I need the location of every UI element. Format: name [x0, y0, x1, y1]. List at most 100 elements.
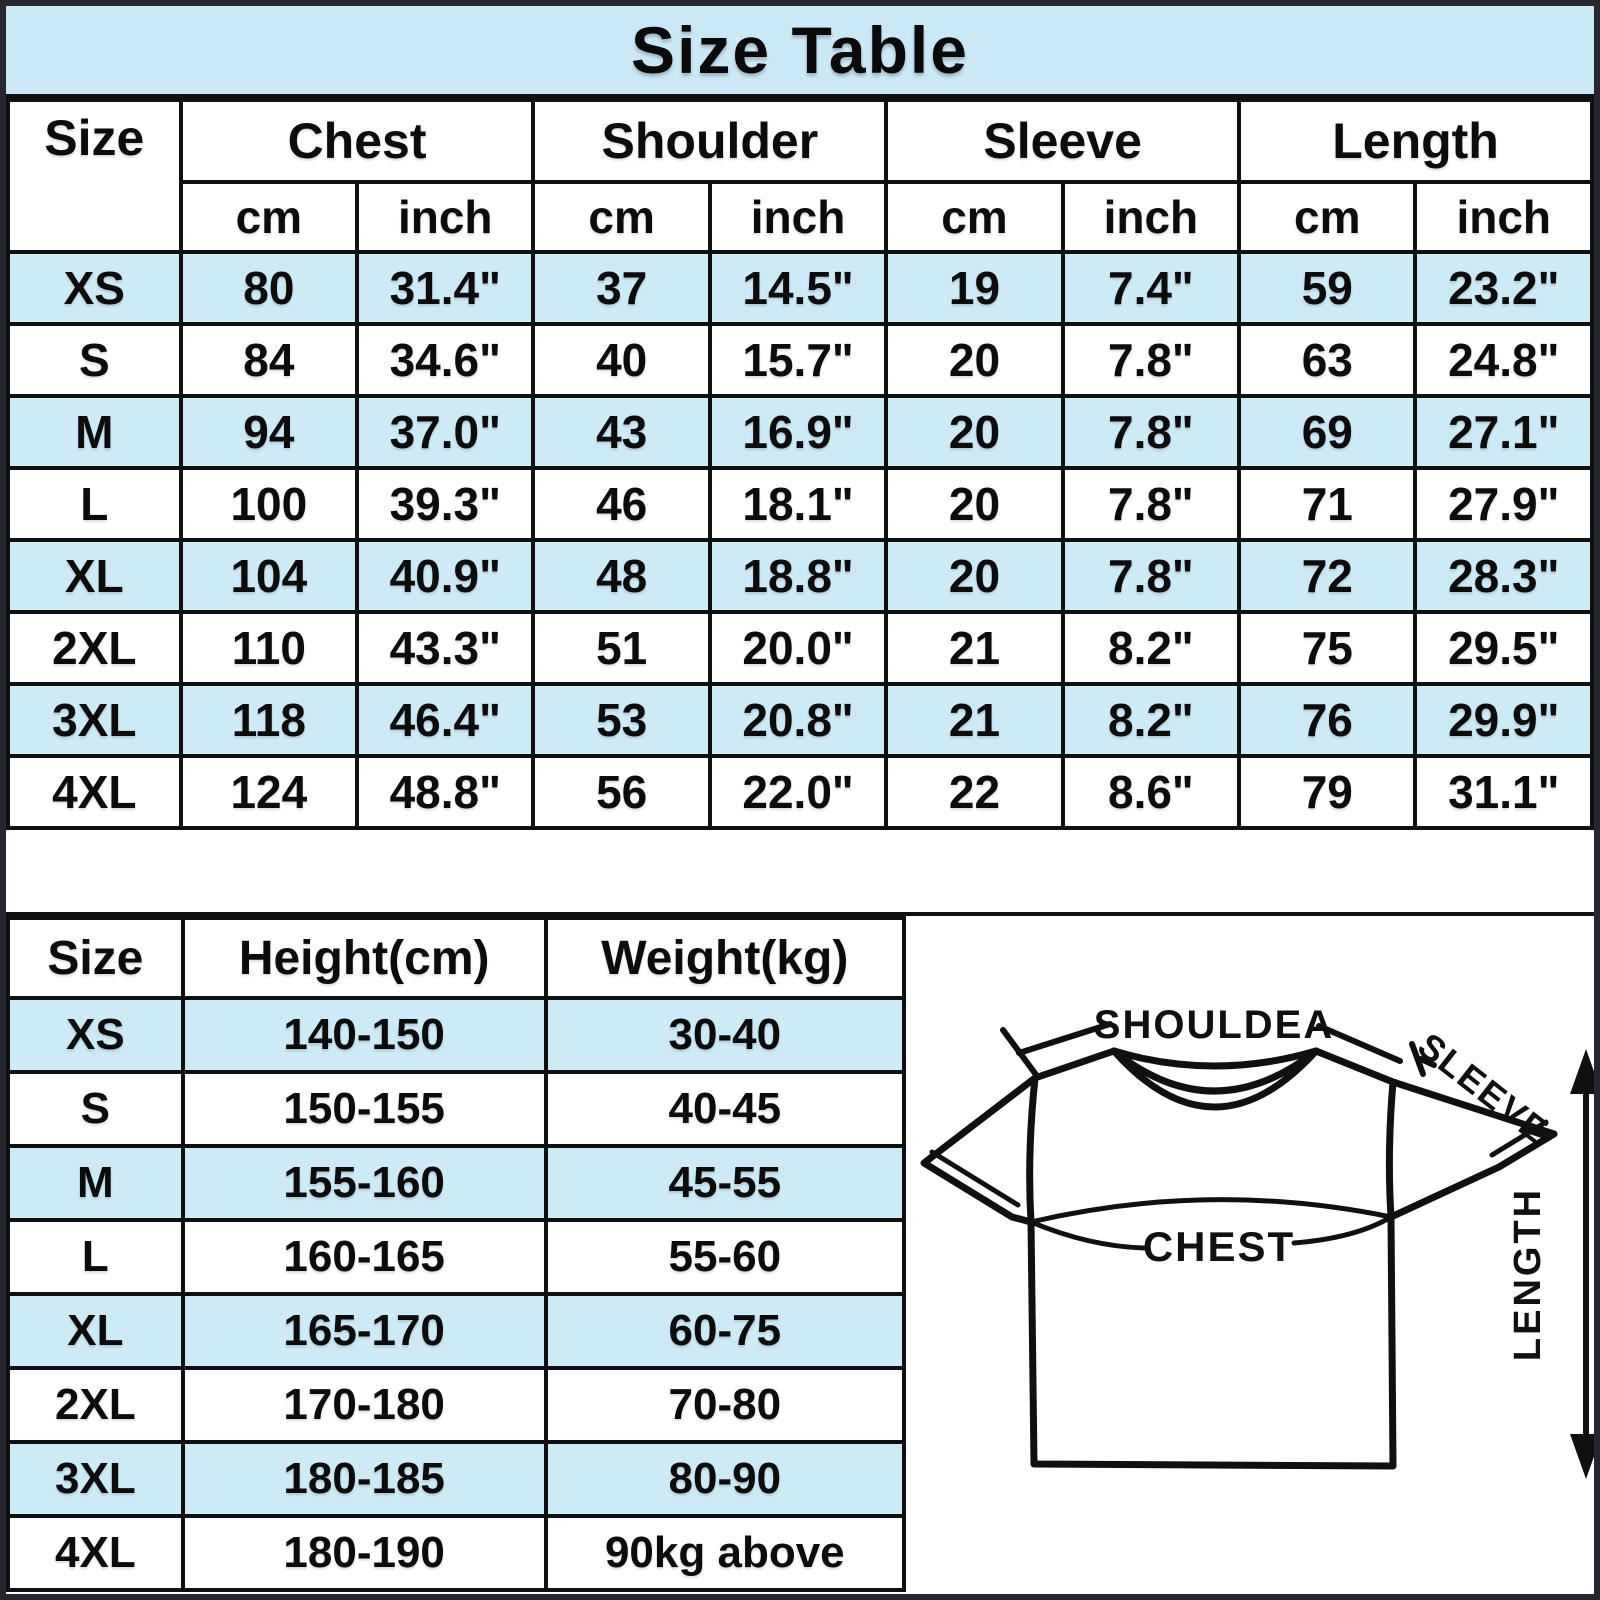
table-row: M 94 37.0" 43 16.9" 20 7.8" 69 27.1"	[6, 394, 1594, 470]
value-cell: 40	[531, 322, 712, 398]
size-label-cell: S	[6, 322, 183, 398]
size-label-cell: 4XL	[6, 1514, 185, 1592]
value-cell: 55-60	[543, 1218, 907, 1296]
value-cell: 37.0"	[355, 394, 536, 470]
size-measurement-table: Size Chest Shoulder Sleeve Length cm inch…	[6, 98, 1594, 830]
value-cell: 18.1"	[707, 466, 889, 542]
value-cell: 46	[531, 466, 712, 542]
height-weight-table-wrap: Size Height(cm) Weight(kg) XS 140-150 30-4…	[6, 916, 907, 1592]
value-cell: 31.4"	[355, 250, 536, 326]
value-cell: 72	[1237, 538, 1418, 614]
value-cell: 20.0"	[707, 610, 889, 686]
value-cell: 34.6"	[355, 322, 536, 398]
unit-header: inch	[1413, 180, 1594, 254]
chest-label: CHEST	[1143, 1223, 1295, 1270]
table-row: 3XL 118 46.4" 53 20.8" 21 8.2" 76 29.9"	[6, 682, 1594, 758]
value-cell: 84	[178, 322, 360, 398]
value-cell: 23.2"	[1413, 250, 1594, 326]
table-row: L 160-165 55-60	[6, 1218, 907, 1296]
column-header-chest: Chest	[178, 98, 536, 184]
value-cell: 45-55	[543, 1144, 907, 1222]
value-cell: 19	[884, 250, 1065, 326]
table-row: S 150-155 40-45	[6, 1070, 907, 1148]
table-row: 2XL 110 43.3" 51 20.0" 21 8.2" 75 29.5"	[6, 610, 1594, 686]
value-cell: 140-150	[180, 996, 548, 1074]
column-header-height: Height(cm)	[180, 916, 548, 1000]
measurement-lines	[1000, 1021, 1589, 1443]
value-cell: 39.3"	[355, 466, 536, 542]
value-cell: 60-75	[543, 1292, 907, 1370]
table-row: 3XL 180-185 80-90	[6, 1440, 907, 1518]
value-cell: 59	[1237, 250, 1418, 326]
value-cell: 16.9"	[707, 394, 889, 470]
table-row: XS 140-150 30-40	[6, 996, 907, 1074]
unit-header: inch	[707, 180, 889, 254]
value-cell: 15.7"	[707, 322, 889, 398]
value-cell: 53	[531, 682, 712, 758]
value-cell: 7.4"	[1060, 250, 1242, 326]
size-label-cell: M	[6, 1144, 185, 1222]
length-label: LENGTH	[1507, 1187, 1549, 1361]
height-weight-table: Size Height(cm) Weight(kg) XS 140-150 30-4…	[6, 916, 907, 1592]
value-cell: 20.8"	[707, 682, 889, 758]
value-cell: 70-80	[543, 1366, 907, 1444]
value-cell: 14.5"	[707, 250, 889, 326]
value-cell: 29.5"	[1413, 610, 1594, 686]
table-row: XL 104 40.9" 48 18.8" 20 7.8" 72 28.3"	[6, 538, 1594, 614]
unit-header: cm	[884, 180, 1065, 254]
value-cell: 46.4"	[355, 682, 536, 758]
value-cell: 71	[1237, 466, 1418, 542]
size-label-cell: S	[6, 1070, 185, 1148]
value-cell: 76	[1237, 682, 1418, 758]
value-cell: 31.1"	[1413, 754, 1594, 830]
value-cell: 48.8"	[355, 754, 536, 830]
table-row: S 84 34.6" 40 15.7" 20 7.8" 63 24.8"	[6, 322, 1594, 398]
size-label-cell: 2XL	[6, 610, 183, 686]
title-banner: Size Table	[6, 6, 1594, 98]
value-cell: 29.9"	[1413, 682, 1594, 758]
unit-header: inch	[355, 180, 536, 254]
column-header-size: Size	[6, 916, 185, 1000]
value-cell: 8.2"	[1060, 610, 1242, 686]
tshirt-measurement-diagram: SHOULDEA SLEEVE CHEST LENGTH	[906, 916, 1594, 1588]
value-cell: 27.1"	[1413, 394, 1594, 470]
value-cell: 69	[1237, 394, 1418, 470]
value-cell: 40.9"	[355, 538, 536, 614]
table-row: 4XL 180-190 90kg above	[6, 1514, 907, 1592]
unit-header: cm	[1237, 180, 1418, 254]
value-cell: 28.3"	[1413, 538, 1594, 614]
tshirt-outline	[920, 1047, 1558, 1470]
size-label-cell: L	[6, 466, 183, 542]
size-label-cell: 3XL	[6, 682, 183, 758]
tshirt-diagram-svg: SHOULDEA SLEEVE CHEST LENGTH	[920, 1003, 1594, 1479]
value-cell: 80-90	[543, 1440, 907, 1518]
value-cell: 94	[178, 394, 360, 470]
header-row: Size Height(cm) Weight(kg)	[6, 916, 907, 1000]
shoulder-label: SHOULDEA	[1094, 1003, 1334, 1047]
table-row: XS 80 31.4" 37 14.5" 19 7.4" 59 23.2"	[6, 250, 1594, 326]
units-row: cm inch cm inch cm inch cm inch	[8, 180, 1594, 254]
value-cell: 165-170	[180, 1292, 548, 1370]
group-header-row: Size Chest Shoulder Sleeve Length	[6, 98, 1594, 254]
value-cell: 75	[1237, 610, 1418, 686]
table-row: 2XL 170-180 70-80	[6, 1366, 907, 1444]
unit-header: cm	[531, 180, 712, 254]
size-label-cell: 2XL	[6, 1366, 185, 1444]
value-cell: 22	[884, 754, 1065, 830]
value-cell: 20	[884, 538, 1065, 614]
value-cell: 63	[1237, 322, 1418, 398]
value-cell: 180-190	[180, 1514, 548, 1592]
value-cell: 48	[531, 538, 712, 614]
value-cell: 104	[178, 538, 360, 614]
value-cell: 20	[884, 466, 1065, 542]
size-label-cell: XS	[6, 996, 185, 1074]
spacer	[6, 830, 1594, 916]
bottom-section: Size Height(cm) Weight(kg) XS 140-150 30-4…	[6, 916, 1594, 1592]
value-cell: 8.6"	[1060, 754, 1242, 830]
value-cell: 43	[531, 394, 712, 470]
value-cell: 43.3"	[355, 610, 536, 686]
page-title: Size Table	[631, 13, 969, 87]
value-cell: 51	[531, 610, 712, 686]
value-cell: 37	[531, 250, 712, 326]
value-cell: 7.8"	[1060, 538, 1242, 614]
